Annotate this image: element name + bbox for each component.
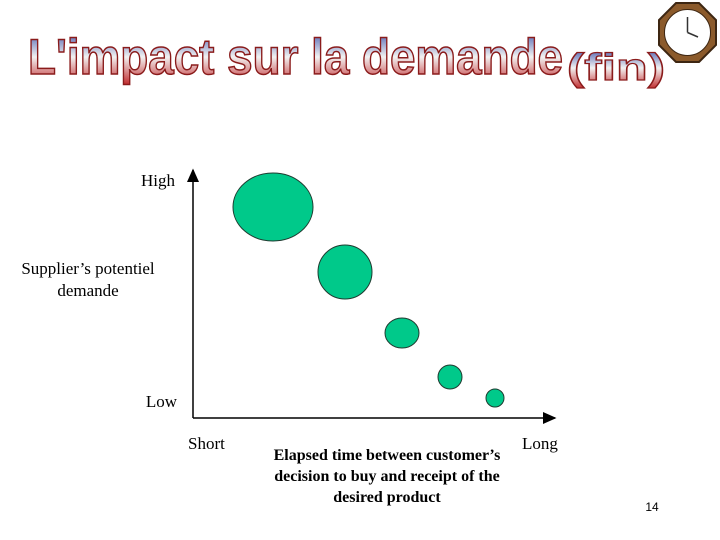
bubble (384, 317, 420, 349)
x-axis-label: desired product (333, 489, 441, 506)
y-axis-label: demande (57, 281, 118, 300)
y-high-label: High (141, 171, 176, 190)
clock-icon (658, 2, 717, 63)
bubble (485, 388, 505, 408)
x-long-label: Long (522, 434, 558, 453)
y-low-label: Low (146, 392, 178, 411)
x-short-label: Short (188, 434, 225, 453)
x-axis-label: Elapsed time between customer’s (274, 447, 501, 464)
page-number: 14 (645, 500, 659, 514)
bubble (232, 172, 314, 242)
bubble (437, 364, 463, 390)
demand-bubbles (232, 172, 505, 408)
y-axis-label: Supplier’s potentiel (21, 259, 155, 278)
bubble (317, 244, 373, 300)
title-suffix: (fin) (567, 47, 665, 89)
x-axis-label: decision to buy and receipt of the (274, 468, 499, 485)
slide-title: L'impact sur la demande (28, 29, 563, 85)
